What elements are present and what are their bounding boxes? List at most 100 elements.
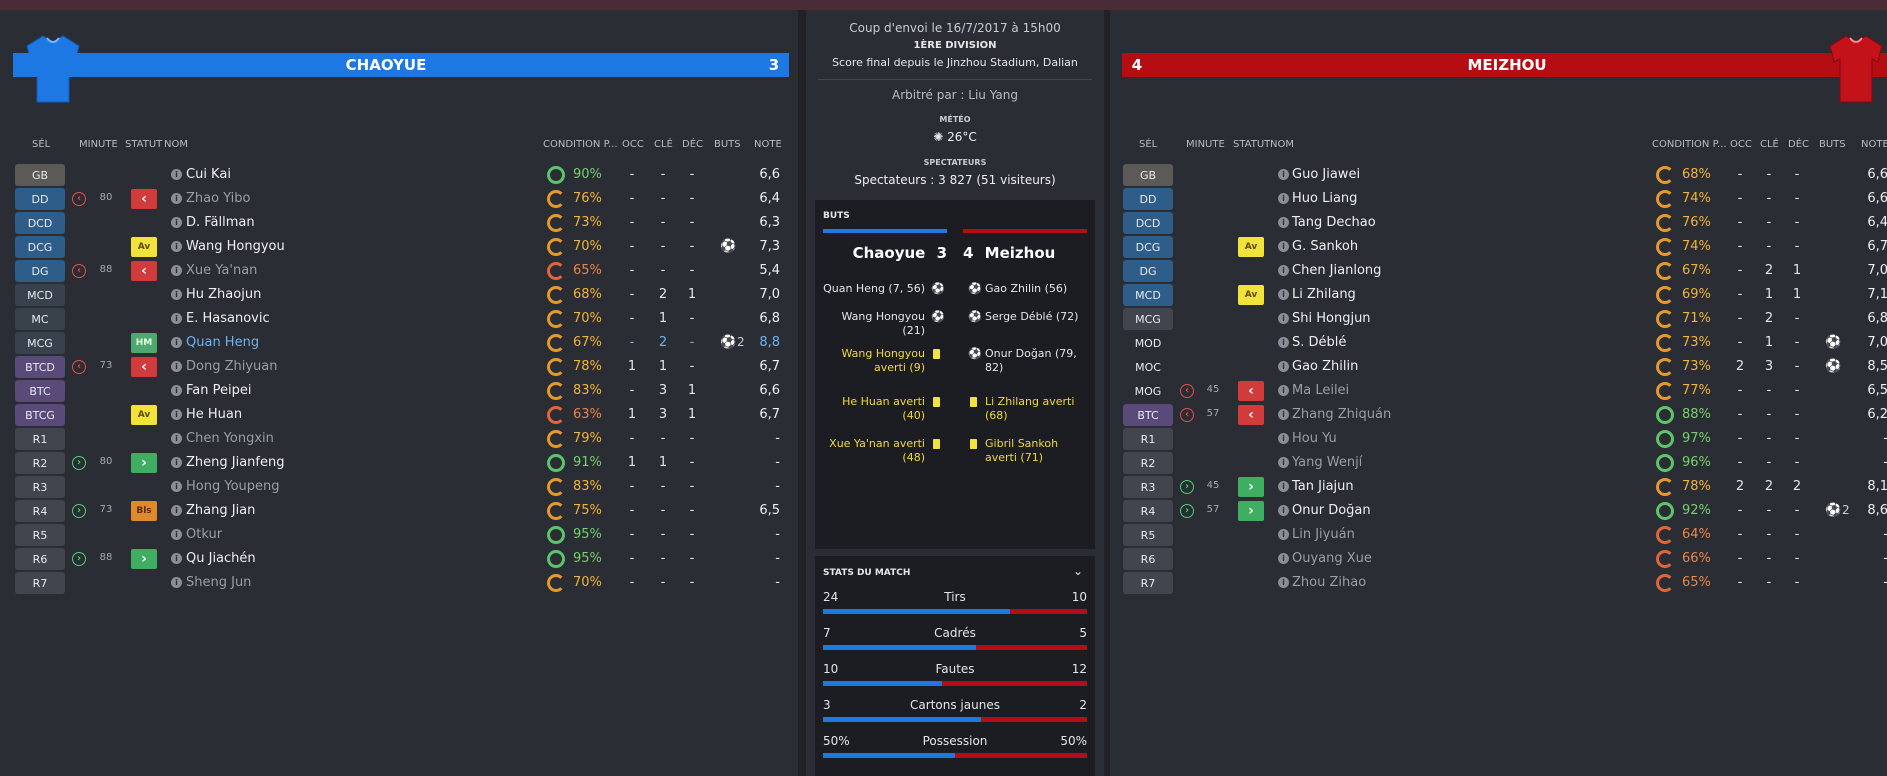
- status-badge[interactable]: Bls: [131, 501, 157, 521]
- player-name[interactable]: Qu Jiachén: [186, 551, 256, 566]
- info-icon[interactable]: i: [1278, 169, 1289, 180]
- status-badge[interactable]: ‹: [131, 261, 157, 281]
- status-badge[interactable]: ‹: [1238, 381, 1264, 401]
- player-name[interactable]: Tan Jiajun: [1292, 479, 1354, 494]
- info-icon[interactable]: i: [171, 553, 182, 564]
- player-name[interactable]: Dong Zhiyuan: [186, 359, 278, 374]
- position-badge[interactable]: DD: [1123, 188, 1173, 210]
- position-badge[interactable]: R6: [1123, 548, 1173, 570]
- col-statut[interactable]: STATUT: [125, 139, 163, 150]
- info-icon[interactable]: i: [1278, 361, 1289, 372]
- position-badge[interactable]: R3: [1123, 476, 1173, 498]
- col-nom[interactable]: NOM: [1270, 139, 1294, 150]
- player-row[interactable]: GB i Guo Jiawei 68% - - - 6,6: [1110, 163, 1887, 187]
- position-badge[interactable]: MOD: [1134, 336, 1162, 350]
- info-icon[interactable]: i: [171, 241, 182, 252]
- info-icon[interactable]: i: [1278, 193, 1289, 204]
- position-badge[interactable]: R6: [15, 548, 65, 570]
- player-row[interactable]: R5 i Otkur 95% - - - -: [0, 523, 798, 547]
- player-name[interactable]: Chen Yongxin: [186, 431, 274, 446]
- player-row[interactable]: DCG Av i G. Sankoh 74% - - - 6,7: [1110, 235, 1887, 259]
- info-icon[interactable]: i: [1278, 337, 1289, 348]
- info-icon[interactable]: i: [171, 433, 182, 444]
- position-badge[interactable]: MOC: [1135, 360, 1161, 374]
- position-badge[interactable]: DCD: [1123, 212, 1173, 234]
- col-buts[interactable]: BUTS: [1819, 139, 1846, 150]
- status-badge[interactable]: ‹: [131, 357, 157, 377]
- player-name[interactable]: E. Hasanovic: [186, 311, 270, 326]
- position-badge[interactable]: DG: [15, 260, 65, 282]
- info-icon[interactable]: i: [1278, 577, 1289, 588]
- player-row[interactable]: DCG Av i Wang Hongyou 70% - - - ⚽ 7,3: [0, 235, 798, 259]
- player-name[interactable]: Quan Heng: [186, 335, 260, 350]
- player-name[interactable]: Hu Zhaojun: [186, 287, 262, 302]
- player-name[interactable]: Zhou Zihao: [1292, 575, 1367, 590]
- position-badge[interactable]: DCG: [15, 236, 65, 258]
- position-badge[interactable]: R1: [1123, 428, 1173, 450]
- player-name[interactable]: Ma Leilei: [1292, 383, 1350, 398]
- position-badge[interactable]: MCG: [1123, 308, 1173, 330]
- player-row[interactable]: R4 › 73 Bls i Zhang Jian 75% - - - 6,5: [0, 499, 798, 523]
- player-name[interactable]: Zheng Jianfeng: [186, 455, 285, 470]
- position-badge[interactable]: BTCD: [15, 356, 65, 378]
- info-icon[interactable]: i: [1278, 505, 1289, 516]
- info-icon[interactable]: i: [171, 361, 182, 372]
- player-name[interactable]: Guo Jiawei: [1292, 167, 1361, 182]
- info-icon[interactable]: i: [171, 217, 182, 228]
- info-icon[interactable]: i: [1278, 457, 1289, 468]
- player-name[interactable]: Hong Youpeng: [186, 479, 280, 494]
- status-badge[interactable]: Av: [1238, 285, 1264, 305]
- col-minute[interactable]: MINUTE: [1186, 139, 1225, 150]
- info-icon[interactable]: i: [1278, 385, 1289, 396]
- info-icon[interactable]: i: [171, 481, 182, 492]
- col-cle[interactable]: CLÉ: [1760, 139, 1779, 150]
- info-icon[interactable]: i: [1278, 529, 1289, 540]
- player-row[interactable]: MOD i S. Déblé 73% - 1 - ⚽ 7,0: [1110, 331, 1887, 355]
- col-note[interactable]: NOTE: [1861, 139, 1887, 150]
- player-row[interactable]: DCD i D. Fällman 73% - - - 6,3: [0, 211, 798, 235]
- position-badge[interactable]: R2: [1123, 452, 1173, 474]
- position-badge[interactable]: R1: [15, 428, 65, 450]
- player-row[interactable]: DD ‹ 80 ‹ i Zhao Yibo 76% - - - 6,4: [0, 187, 798, 211]
- player-name[interactable]: Lin Jiyuán: [1292, 527, 1355, 542]
- player-row[interactable]: R1 i Chen Yongxin 79% - - - -: [0, 427, 798, 451]
- player-name[interactable]: Sheng Jun: [186, 575, 252, 590]
- position-badge[interactable]: BTCG: [15, 404, 65, 426]
- info-icon[interactable]: i: [171, 577, 182, 588]
- player-row[interactable]: MC i E. Hasanovic 70% - 1 - 6,8: [0, 307, 798, 331]
- player-row[interactable]: BTCG Av i He Huan 63% 1 3 1 6,7: [0, 403, 798, 427]
- position-badge[interactable]: R5: [15, 524, 65, 546]
- position-badge[interactable]: DCD: [15, 212, 65, 234]
- player-row[interactable]: R4 › 57 › i Onur Doğan 92% - - - ⚽ 2 8,6: [1110, 499, 1887, 523]
- info-icon[interactable]: i: [171, 505, 182, 516]
- player-row[interactable]: R7 i Sheng Jun 70% - - - -: [0, 571, 798, 595]
- player-row[interactable]: DD i Huo Liang 74% - - - 6,6: [1110, 187, 1887, 211]
- player-row[interactable]: MCD Av i Li Zhilang 69% - 1 1 7,1: [1110, 283, 1887, 307]
- position-badge[interactable]: DD: [15, 188, 65, 210]
- player-row[interactable]: MCD i Hu Zhaojun 68% - 2 1 7,0: [0, 283, 798, 307]
- info-icon[interactable]: i: [171, 529, 182, 540]
- player-name[interactable]: Otkur: [186, 527, 223, 542]
- position-badge[interactable]: R5: [1123, 524, 1173, 546]
- col-condition[interactable]: CONDITION P...: [1652, 139, 1727, 150]
- info-icon[interactable]: i: [1278, 241, 1289, 252]
- player-name[interactable]: Ouyang Xue: [1292, 551, 1372, 566]
- status-badge[interactable]: Av: [131, 237, 157, 257]
- info-icon[interactable]: i: [1278, 409, 1289, 420]
- col-statut[interactable]: STATUT: [1233, 139, 1271, 150]
- col-dec[interactable]: DÉC: [1788, 139, 1810, 150]
- player-name[interactable]: Li Zhilang: [1292, 287, 1356, 302]
- col-sel[interactable]: SÉL: [1139, 139, 1158, 150]
- status-badge[interactable]: HM: [131, 333, 157, 353]
- player-name[interactable]: S. Déblé: [1292, 335, 1347, 350]
- status-badge[interactable]: Av: [1238, 237, 1264, 257]
- player-name[interactable]: He Huan: [186, 407, 243, 422]
- info-icon[interactable]: i: [1278, 265, 1289, 276]
- status-badge[interactable]: ›: [1238, 501, 1264, 521]
- position-badge[interactable]: R7: [15, 572, 65, 594]
- player-name[interactable]: Zhang Zhiquán: [1292, 407, 1392, 422]
- col-dec[interactable]: DÉC: [682, 139, 704, 150]
